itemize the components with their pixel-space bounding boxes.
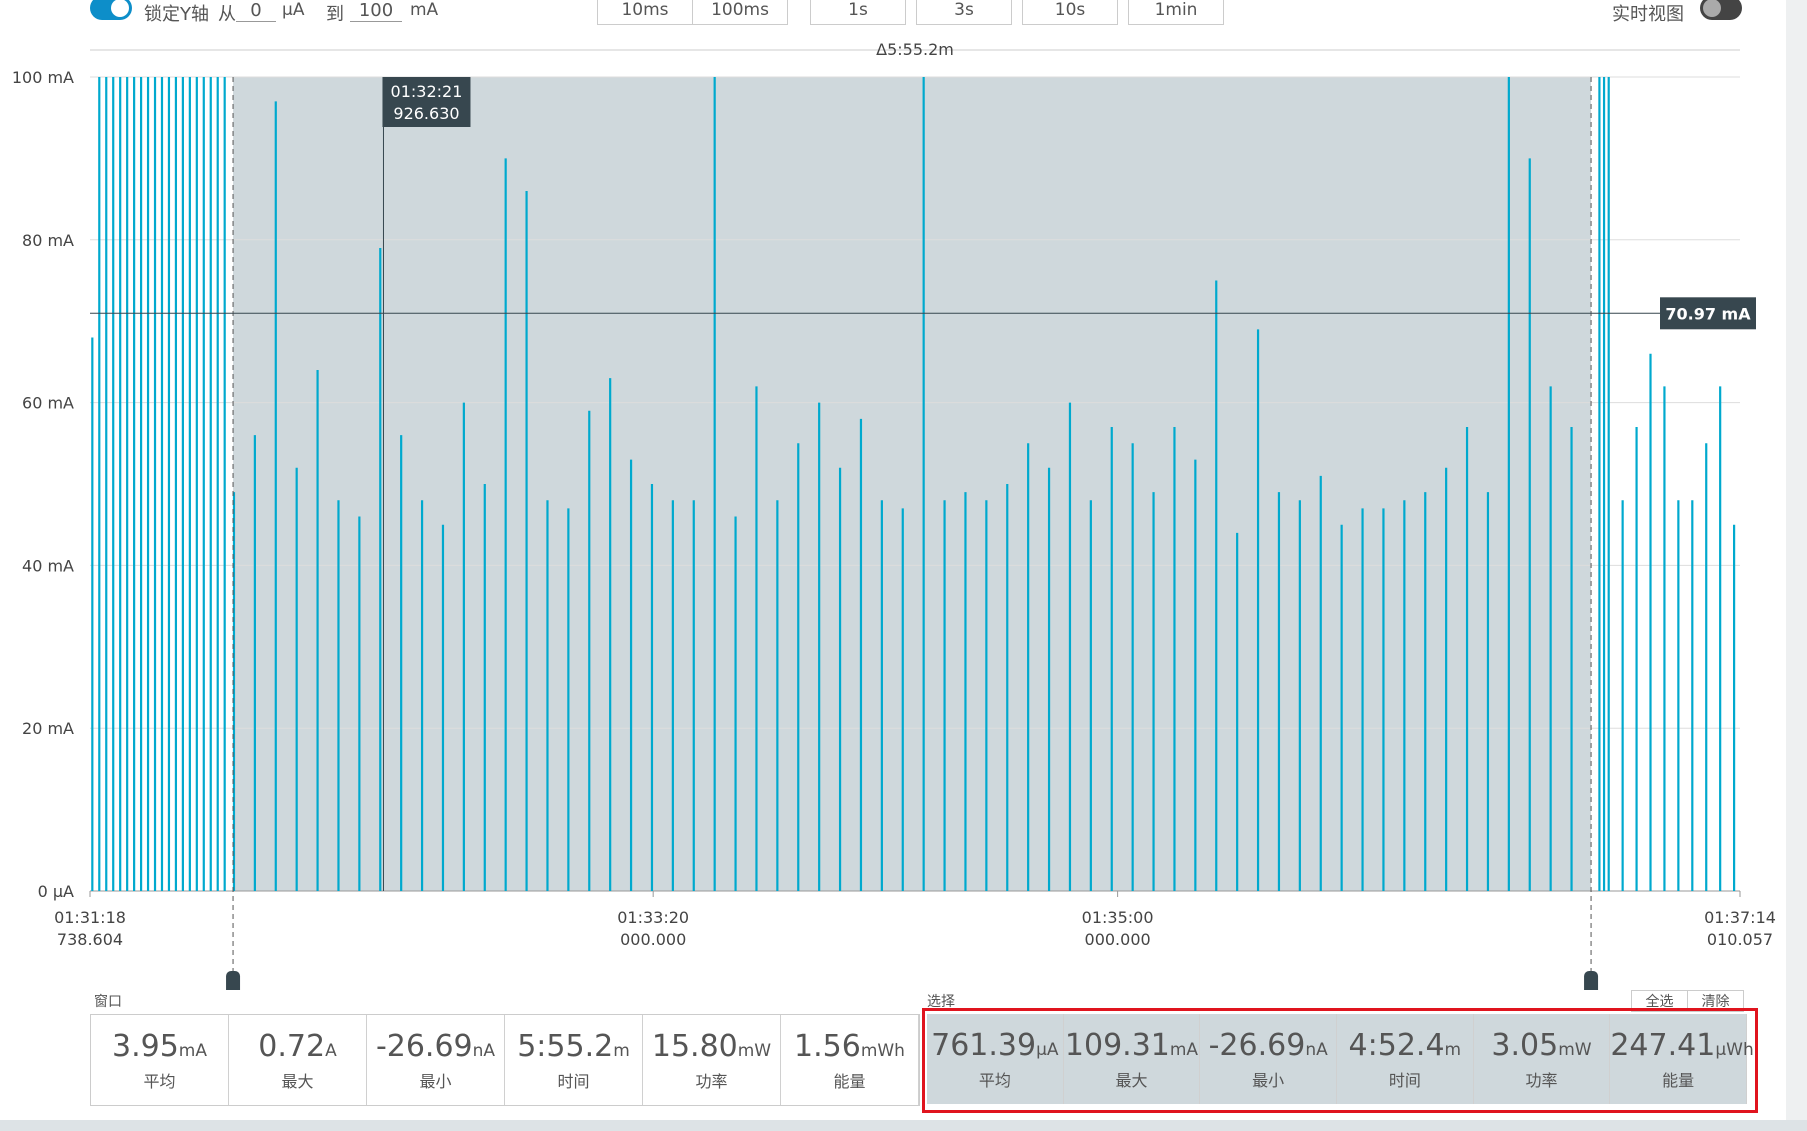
stat-label: 功率 [695, 1072, 728, 1091]
selection-stats: 761.39μA 平均 109.31mA 最大 -26.69nA 最小 4:52.4m 时间 3… [927, 1014, 1754, 1104]
stat-unit: m [613, 1041, 630, 1061]
stat-unit: μA [1036, 1040, 1059, 1060]
toggle[interactable] [90, 0, 132, 20]
clear[interactable]: 清除 [1687, 990, 1744, 1012]
stat-label: 能量 [1662, 1071, 1695, 1090]
chart: Δ5:55.2m 0 μA 20 mA 40 mA 60 mA 80 mA 100 mA 01… [12, 40, 1776, 990]
stat-value: -26.69nA [375, 1029, 496, 1064]
value-label: 70.97 mA [1665, 304, 1751, 323]
from-input[interactable]: 0 [236, 0, 276, 22]
zoom-button[interactable]: 1s [810, 0, 906, 25]
cursor-label: 01:32:21 [391, 82, 463, 101]
stat-label: 平均 [143, 1072, 176, 1091]
stat-cell: 5:55.2m 时间 [505, 1015, 643, 1105]
x-tick-label: 01:33:20 [617, 908, 689, 927]
stat-value: 5:55.2m [517, 1029, 630, 1064]
stat-value: -26.69nA [1208, 1028, 1328, 1063]
selection-handle [226, 971, 241, 990]
cursor-label: 926.630 [393, 104, 459, 123]
stat-cell: 15.80mW 功率 [643, 1015, 781, 1105]
stat-label: 能量 [833, 1072, 866, 1091]
value-box [1660, 297, 1756, 330]
x-tick-label: 01:35:00 [1082, 908, 1154, 927]
y-tick-label: 60 mA [22, 394, 74, 413]
x-tick-label: 000.000 [620, 930, 686, 949]
stat-value: 109.31mA [1064, 1028, 1199, 1063]
stat-value: 3.05mW [1491, 1028, 1592, 1063]
zoom-button[interactable]: 1min [1128, 0, 1224, 25]
lock-label: 锁定Y轴 [144, 4, 209, 25]
stat-unit: mA [178, 1041, 207, 1061]
realtime-toggle[interactable] [1700, 0, 1742, 20]
stat-value: 3.95mA [112, 1029, 207, 1064]
x-tick-label: 010.057 [1707, 930, 1773, 949]
y-tick-label: 20 mA [22, 719, 74, 738]
stat-cell: 247.41μWh 能量 [1610, 1014, 1754, 1104]
stat-cell: 3.05mW 功率 [1474, 1014, 1611, 1104]
stat-label: 最大 [281, 1072, 314, 1091]
stat-label: 时间 [1388, 1071, 1421, 1090]
zoom-button[interactable]: 3s [916, 0, 1012, 25]
y-tick-label: 100 mA [12, 68, 74, 87]
footer-bar [0, 1120, 1807, 1131]
stat-value: 0.72A [258, 1029, 337, 1064]
to-unit[interactable]: mA [410, 0, 439, 20]
stat-value: 1.56mWh [794, 1029, 905, 1064]
stat-label: 最小 [419, 1072, 452, 1091]
x-tick-label: 000.000 [1085, 930, 1151, 949]
x-tick-label: 738.604 [57, 930, 123, 949]
stat-unit: m [1444, 1040, 1462, 1060]
stat-unit: mW [737, 1041, 772, 1061]
stat-cell: -26.69nA 最小 [1200, 1014, 1337, 1104]
selection-area [233, 77, 1592, 891]
stat-cell: 4:52.4m 时间 [1337, 1014, 1474, 1104]
stat-label: 功率 [1525, 1071, 1558, 1090]
stat-unit: A [325, 1041, 337, 1061]
cursor-box [382, 77, 471, 127]
selection-label: 选择 [927, 994, 955, 1010]
stat-label: 最小 [1252, 1071, 1285, 1090]
x-tick-label: 01:37:14 [1704, 908, 1776, 927]
stat-label: 时间 [557, 1072, 590, 1091]
stat-unit: mA [1169, 1040, 1199, 1060]
to-label: 到 [326, 4, 344, 25]
y-tick-label: 0 μA [38, 882, 74, 901]
stat-cell: 0.72A 最大 [229, 1015, 367, 1105]
zoom-button[interactable]: 10ms [597, 0, 693, 25]
stat-value: 247.41μWh [1610, 1028, 1754, 1063]
window-label: 窗口 [94, 994, 122, 1010]
window-stats: 3.95mA 平均 0.72A 最大 -26.69nA 最小 5:55.2m 时间 15.80m… [90, 1014, 920, 1106]
stat-unit: nA [1305, 1040, 1328, 1060]
stat-label: 平均 [978, 1071, 1011, 1090]
stat-unit: mWh [860, 1041, 905, 1061]
stat-cell: 3.95mA 平均 [91, 1015, 229, 1105]
selection-delta: Δ4:52.4m [876, 988, 954, 990]
stat-unit: nA [472, 1041, 496, 1061]
to-input[interactable]: 100 [350, 0, 402, 22]
from-unit[interactable]: μA [282, 0, 305, 20]
scrollbar [1786, 0, 1807, 1120]
stat-cell: 1.56mWh 能量 [781, 1015, 919, 1105]
stat-unit: μWh [1715, 1040, 1754, 1060]
stat-cell: 109.31mA 最大 [1064, 1014, 1201, 1104]
stat-value: 15.80mW [651, 1029, 772, 1064]
zoom-button[interactable]: 10s [1022, 0, 1118, 25]
stat-cell: 761.39μA 平均 [927, 1014, 1064, 1104]
stat-value: 4:52.4m [1348, 1028, 1462, 1063]
stat-unit: mW [1558, 1040, 1592, 1060]
stat-cell: -26.69nA 最小 [367, 1015, 505, 1105]
window-delta: Δ5:55.2m [876, 40, 954, 59]
y-tick-label: 80 mA [22, 231, 74, 250]
stat-label: 最大 [1115, 1071, 1148, 1090]
from-label: 从 [218, 4, 236, 25]
x-tick-label: 01:31:18 [54, 908, 126, 927]
realtime-label: 实时视图 [1612, 4, 1684, 25]
y-tick-label: 40 mA [22, 556, 74, 575]
stat-value: 761.39μA [931, 1028, 1059, 1063]
selection-handle [1584, 971, 1599, 990]
highlight-box [922, 1008, 1758, 1113]
zoom-button[interactable]: 100ms [692, 0, 788, 25]
